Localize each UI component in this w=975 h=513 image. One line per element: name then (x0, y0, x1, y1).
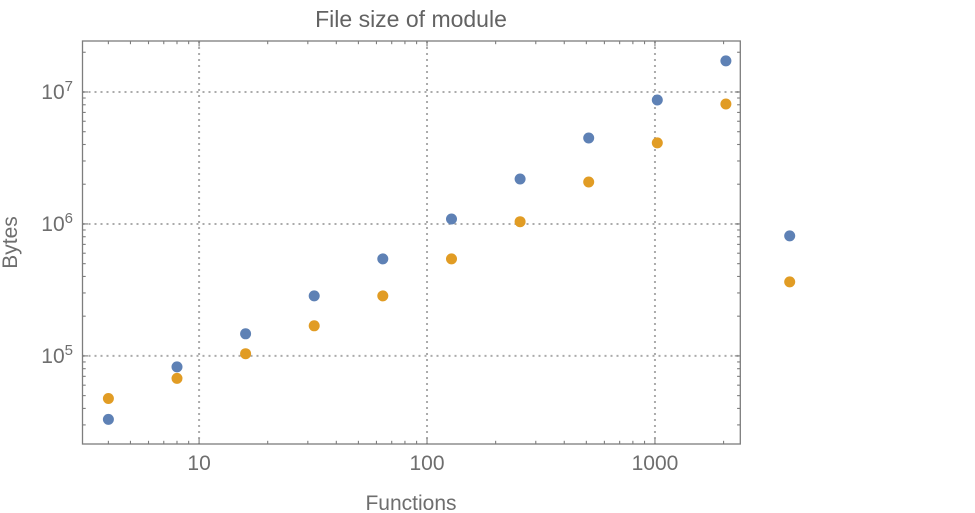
frame-ticks (82, 41, 741, 444)
plot-frame (81, 40, 741, 445)
data-point-series-1-blue-x128 (446, 213, 457, 225)
data-point-series-2-orange-x4 (102, 393, 114, 404)
data-point-series-2-orange-x3900 (784, 276, 796, 288)
y-axis-label: Bytes (0, 216, 22, 269)
data-point-series-2-orange-x1024 (651, 137, 663, 149)
series-2-orange (102, 98, 796, 404)
data-point-series-1-blue-x512 (583, 132, 595, 144)
data-point-series-1-blue-x32 (308, 290, 320, 302)
y-tick-label-10e7: 107 (41, 78, 73, 104)
x-tick-label-1000: 1000 (632, 452, 679, 475)
data-point-series-2-orange-x2048 (720, 98, 732, 110)
chart-title: File size of module (315, 6, 507, 32)
data-point-series-1-blue-x16 (240, 328, 252, 340)
data-point-series-2-orange-x128 (446, 253, 457, 265)
data-point-series-1-blue-x256 (514, 173, 526, 185)
data-point-series-2-orange-x512 (583, 176, 595, 188)
data-point-series-1-blue-x64 (377, 253, 389, 265)
y-tick-label-10e5: 105 (41, 342, 73, 368)
data-point-series-2-orange-x8 (171, 372, 183, 384)
data-point-series-2-orange-x256 (514, 216, 526, 228)
y-tick-labels: 105 106 107 (41, 78, 73, 368)
data-point-series-1-blue-x4 (102, 413, 114, 425)
data-points (102, 55, 796, 425)
data-point-series-1-blue-x8 (171, 361, 183, 373)
x-tick-label-10: 10 (187, 452, 210, 475)
series-1-blue (102, 55, 796, 425)
x-tick-labels: 10 100 1000 (187, 452, 678, 475)
x-tick-label-100: 100 (409, 452, 444, 475)
data-point-series-1-blue-x3900 (784, 230, 796, 242)
data-point-series-2-orange-x16 (240, 348, 252, 360)
gridlines (82, 41, 741, 444)
data-point-series-2-orange-x64 (377, 290, 389, 302)
x-axis-label: Functions (365, 492, 456, 513)
data-point-series-1-blue-x2048 (720, 55, 732, 67)
y-tick-label-10e6: 106 (41, 210, 73, 236)
data-point-series-1-blue-x1024 (651, 94, 663, 106)
data-point-series-2-orange-x32 (308, 320, 320, 332)
